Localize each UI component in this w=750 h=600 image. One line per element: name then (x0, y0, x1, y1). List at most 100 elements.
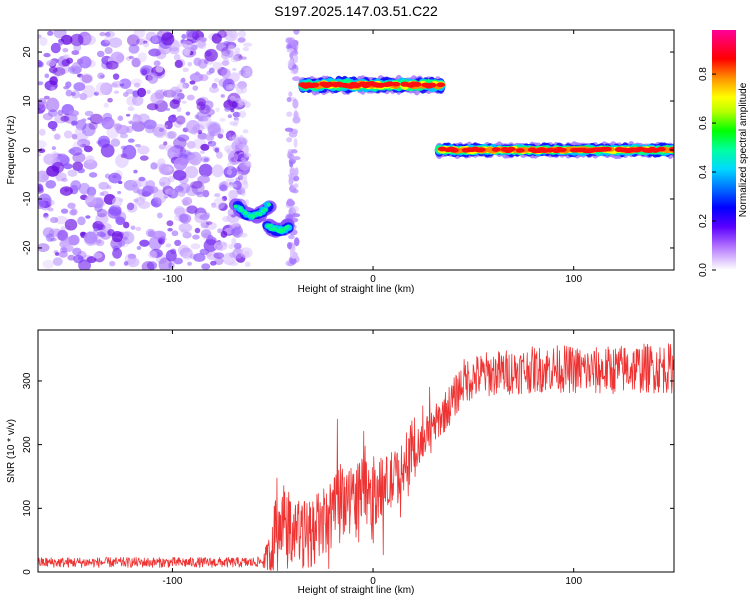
noise-band-speckle (292, 98, 299, 109)
noise-speckle (77, 216, 86, 226)
noise-speckle (148, 250, 158, 259)
noise-speckle (100, 143, 115, 158)
noise-speckle (58, 153, 67, 162)
noise-speckle (184, 165, 199, 179)
noise-speckle (100, 39, 111, 47)
snr-series-line (38, 343, 674, 572)
signal-ridge-center (557, 147, 567, 153)
chart-title: S197.2025.147.03.51.C22 (274, 3, 438, 19)
signal-cluster-left (266, 202, 271, 207)
noise-speckle (219, 184, 228, 192)
noise-speckle (217, 228, 223, 234)
noise-speckle (71, 92, 76, 97)
noise-speckle (193, 57, 202, 67)
noise-speckle (173, 257, 183, 265)
noise-speckle (182, 40, 193, 49)
noise-speckle (163, 141, 168, 146)
noise-speckle (46, 165, 60, 177)
noise-speckle (181, 33, 187, 40)
noise-speckle (65, 89, 73, 97)
noise-speckle (53, 30, 67, 39)
noise-speckle (71, 133, 78, 140)
noise-speckle (105, 60, 119, 70)
noise-speckle (167, 130, 177, 139)
heatmap-y-tick-label: 10 (22, 95, 33, 107)
noise-speckle (105, 31, 111, 38)
noise-speckle (175, 115, 186, 125)
noise-speckle (126, 34, 140, 47)
noise-speckle (168, 262, 175, 270)
noise-speckle (44, 73, 50, 79)
noise-speckle (186, 94, 195, 101)
noise-speckle (44, 215, 50, 221)
noise-speckle (143, 41, 150, 48)
noise-speckle (186, 141, 196, 149)
noise-speckle (194, 114, 200, 120)
noise-band-speckle (289, 251, 298, 259)
noise-speckle (141, 261, 155, 270)
noise-band-speckle (288, 234, 295, 240)
noise-speckle (182, 67, 189, 73)
noise-speckle (180, 228, 188, 235)
noise-speckle (50, 86, 56, 91)
noise-speckle (85, 215, 91, 219)
noise-speckle (167, 175, 176, 183)
noise-speckle (147, 72, 159, 84)
noise-speckle (214, 193, 221, 198)
noise-speckle (227, 114, 233, 119)
signal-ridge-upper (412, 81, 422, 87)
noise-speckle (51, 146, 56, 150)
noise-speckle (38, 34, 42, 39)
noise-speckle (83, 34, 96, 46)
noise-speckle (228, 261, 239, 267)
noise-speckle (226, 178, 235, 183)
noise-speckle (59, 247, 68, 254)
noise-speckle (229, 95, 236, 102)
signal-ridge-center (668, 146, 674, 152)
noise-speckle (52, 257, 63, 266)
noise-speckle (112, 247, 123, 259)
noise-speckle (232, 247, 243, 259)
noise-speckle (74, 128, 82, 135)
signal-ridge-center (602, 146, 612, 152)
noise-speckle (185, 185, 198, 197)
heatmap-x-tick-label: 0 (370, 274, 376, 285)
heatmap-y-tick-label: -10 (22, 191, 33, 206)
noise-speckle (84, 231, 98, 244)
noise-speckle (119, 83, 125, 87)
noise-speckle (125, 113, 131, 117)
noise-speckle (224, 145, 234, 153)
noise-speckle (181, 100, 187, 104)
noise-speckle (164, 120, 173, 130)
noise-speckle (62, 54, 70, 59)
noise-speckle (69, 209, 77, 216)
noise-speckle (179, 147, 187, 155)
noise-speckle (235, 139, 240, 146)
noise-speckle (243, 250, 250, 257)
noise-speckle (225, 83, 233, 91)
noise-band-speckle (286, 96, 292, 103)
noise-band-speckle (293, 183, 299, 188)
noise-speckle (187, 261, 192, 266)
noise-speckle (131, 179, 138, 186)
noise-speckle (196, 101, 206, 111)
noise-speckle (95, 213, 109, 225)
noise-speckle (192, 85, 199, 91)
noise-speckle (122, 221, 130, 229)
noise-speckle (199, 150, 205, 154)
signal-cluster-left (251, 215, 256, 219)
signal-cluster-left (244, 211, 249, 215)
noise-speckle (79, 93, 88, 101)
noise-speckle (82, 123, 96, 137)
noise-speckle (205, 108, 215, 116)
noise-speckle (167, 227, 173, 232)
noise-speckle (117, 191, 122, 195)
noise-speckle (159, 181, 166, 186)
signal-cluster-left (263, 207, 268, 212)
noise-speckle (49, 76, 58, 86)
noise-band-speckle (292, 76, 301, 82)
noise-speckle (73, 42, 82, 52)
noise-speckle (80, 143, 87, 148)
noise-speckle (58, 250, 68, 258)
noise-speckle (189, 181, 203, 189)
